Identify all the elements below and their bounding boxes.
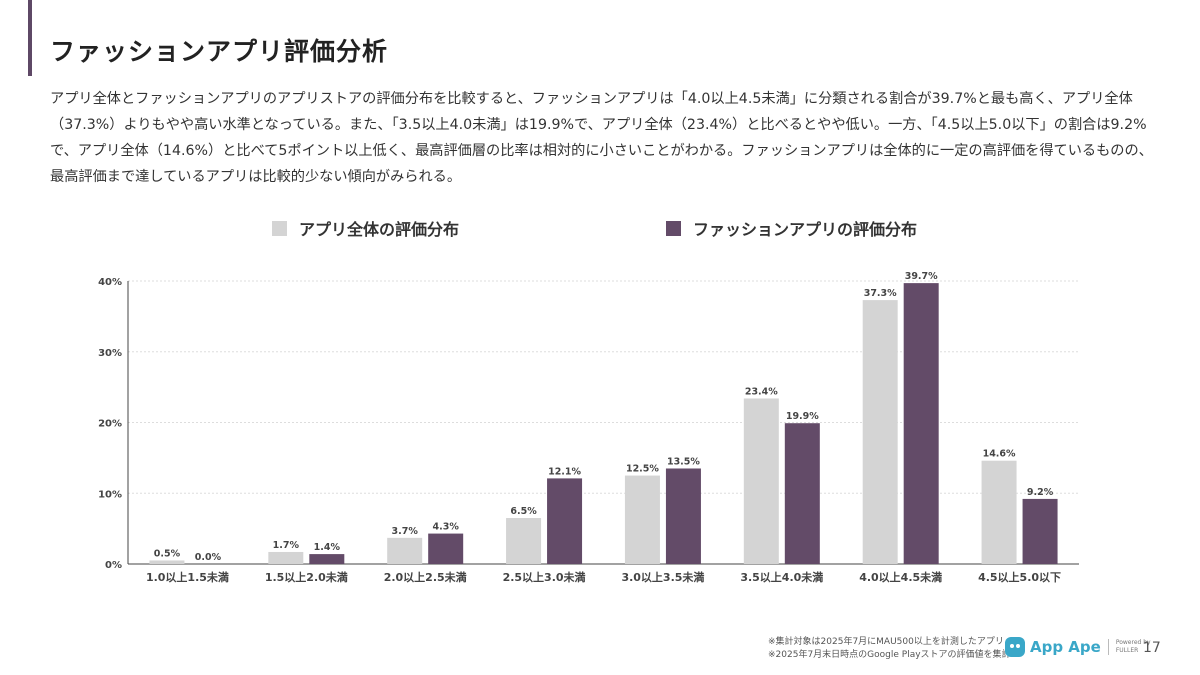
data-label: 12.1%	[548, 466, 581, 477]
page-title: ファッションアプリ評価分析	[50, 37, 389, 66]
footnote: ※集計対象は2025年7月にMAU500以上を計測したアプリ	[768, 637, 1004, 647]
data-label: 12.5%	[626, 464, 659, 475]
bar-fashion	[547, 478, 583, 564]
data-label: 3.7%	[392, 526, 419, 537]
x-tick-label: 2.0以上2.5未満	[384, 570, 467, 584]
page-number: 17	[1143, 640, 1161, 656]
legend-label-all-apps: アプリ全体の評価分布	[299, 220, 460, 239]
bar-all-apps	[743, 398, 779, 564]
data-label: 19.9%	[786, 411, 819, 422]
x-tick-label: 1.5以上2.0未満	[265, 570, 348, 584]
app-ape-icon	[1005, 637, 1025, 657]
legend-label-fashion: ファッションアプリの評価分布	[693, 220, 918, 239]
bar-fashion	[309, 554, 345, 564]
chart-legend: アプリ全体の評価分布 ファッションアプリの評価分布	[0, 216, 1200, 244]
data-label: 0.0%	[195, 552, 222, 563]
logo-sub-fuller: FULLER	[1115, 647, 1139, 654]
bar-chart: 0% 10% 20% 30% 40% 0.5% 0.0% 1.0以上1.5未満 1.7% 1.4%…	[98, 271, 1079, 584]
x-tick-label: 3.0以上3.5未満	[621, 570, 704, 584]
bar-fashion	[1022, 498, 1058, 564]
y-tick-label: 30%	[98, 348, 122, 359]
app-ape-logo: App Ape Powered by FULLER	[1005, 637, 1151, 657]
logo-sub: Powered by FULLER	[1116, 639, 1151, 655]
y-tick-label: 40%	[98, 277, 122, 288]
x-tick-label: 4.5以上5.0以下	[978, 570, 1061, 584]
data-label: 23.4%	[745, 386, 778, 397]
bar-all-apps	[506, 518, 542, 564]
data-label: 0.5%	[154, 548, 181, 559]
bar-all-apps	[149, 560, 185, 564]
y-tick-label: 10%	[98, 489, 122, 500]
data-label: 4.3%	[433, 522, 460, 533]
data-label: 37.3%	[864, 288, 897, 299]
accent-bar	[28, 0, 32, 76]
description-text: アプリ全体とファッションアプリのアプリストアの評価分布を比較すると、ファッション…	[50, 91, 1153, 185]
data-label: 13.5%	[667, 456, 700, 467]
logo-text: App Ape	[1030, 638, 1101, 656]
bar-all-apps	[268, 551, 304, 564]
y-tick-label: 0%	[105, 560, 122, 571]
bar-fashion	[428, 533, 464, 564]
x-tick-label: 3.5以上4.0未満	[740, 570, 823, 584]
data-label: 9.2%	[1027, 487, 1054, 498]
bar-fashion	[784, 423, 820, 564]
bar-all-apps	[862, 300, 898, 564]
logo-divider	[1107, 639, 1109, 655]
y-tick-label: 20%	[98, 419, 122, 430]
legend-swatch-all-apps	[272, 220, 287, 236]
legend-item-all-apps: アプリ全体の評価分布	[272, 216, 459, 240]
legend-item-fashion: ファッションアプリの評価分布	[666, 216, 917, 240]
x-tick-label: 2.5以上3.0未満	[503, 570, 586, 584]
data-label: 14.6%	[983, 449, 1016, 460]
bar-all-apps	[624, 475, 660, 564]
x-tick-label: 4.0以上4.5未満	[859, 570, 942, 584]
x-tick-label: 1.0以上1.5未満	[146, 570, 229, 584]
data-label: 39.7%	[905, 271, 938, 282]
logo-sub-powered: Powered by	[1115, 639, 1151, 646]
footnotes: ※集計対象は2025年7月にMAU500以上を計測したアプリ ※2025年7月末…	[768, 636, 1011, 662]
bar-fashion	[665, 468, 701, 564]
legend-swatch-fashion	[666, 220, 681, 236]
data-label: 1.4%	[314, 542, 341, 553]
bar-all-apps	[981, 460, 1017, 564]
bar-fashion	[903, 283, 939, 564]
bar-all-apps	[387, 537, 423, 564]
data-label: 1.7%	[273, 540, 300, 551]
data-label: 6.5%	[510, 506, 537, 517]
footnote: ※2025年7月末日時点のGoogle Playストアの評価値を集計	[768, 650, 1011, 660]
